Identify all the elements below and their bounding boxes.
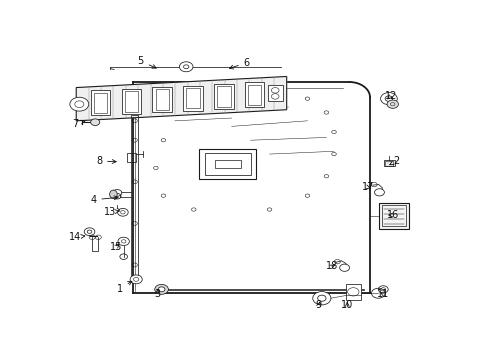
Text: 5: 5 (137, 56, 156, 68)
Bar (127, 153, 136, 162)
Text: 3: 3 (154, 289, 161, 299)
Text: 2: 2 (389, 156, 399, 166)
Polygon shape (91, 90, 110, 116)
Polygon shape (186, 88, 199, 108)
Text: 16: 16 (386, 210, 398, 220)
Polygon shape (76, 76, 286, 121)
Polygon shape (183, 86, 203, 111)
Circle shape (386, 100, 398, 108)
Text: 1: 1 (117, 281, 132, 293)
Circle shape (371, 288, 385, 298)
Text: 13: 13 (104, 207, 119, 217)
Text: 18: 18 (325, 261, 338, 271)
Circle shape (380, 93, 396, 105)
Polygon shape (214, 84, 233, 109)
Polygon shape (152, 87, 171, 112)
Bar (383, 160, 394, 166)
Circle shape (117, 208, 128, 216)
Polygon shape (247, 85, 261, 105)
Circle shape (154, 284, 168, 294)
Bar (199, 149, 256, 179)
Polygon shape (217, 86, 230, 107)
Bar (385, 161, 393, 166)
Circle shape (84, 228, 95, 235)
Circle shape (118, 237, 129, 246)
Circle shape (179, 62, 193, 72)
Bar (379, 203, 408, 229)
Bar (346, 284, 360, 300)
Polygon shape (122, 89, 141, 114)
Circle shape (130, 275, 142, 284)
Text: 14: 14 (69, 232, 84, 242)
Circle shape (312, 292, 330, 305)
Text: 17: 17 (361, 183, 373, 192)
Ellipse shape (109, 190, 117, 198)
Text: 6: 6 (229, 58, 249, 69)
Polygon shape (244, 82, 264, 107)
Bar (214, 159, 241, 168)
Text: 4: 4 (90, 195, 118, 205)
Circle shape (339, 264, 349, 271)
Circle shape (158, 287, 164, 292)
Circle shape (70, 97, 89, 111)
Text: 8: 8 (96, 156, 116, 166)
Circle shape (112, 190, 122, 196)
Bar (131, 115, 138, 282)
Polygon shape (94, 93, 107, 113)
Circle shape (374, 189, 384, 196)
Bar (205, 153, 250, 175)
Text: 7: 7 (72, 118, 85, 129)
Text: 11: 11 (376, 289, 388, 299)
Circle shape (90, 119, 100, 126)
Polygon shape (267, 85, 282, 102)
Polygon shape (155, 89, 168, 110)
Text: 9: 9 (315, 300, 321, 310)
Text: 15: 15 (110, 242, 122, 252)
Text: 10: 10 (341, 300, 353, 310)
Polygon shape (124, 91, 138, 112)
Bar (382, 205, 405, 226)
Text: 12: 12 (384, 91, 396, 101)
